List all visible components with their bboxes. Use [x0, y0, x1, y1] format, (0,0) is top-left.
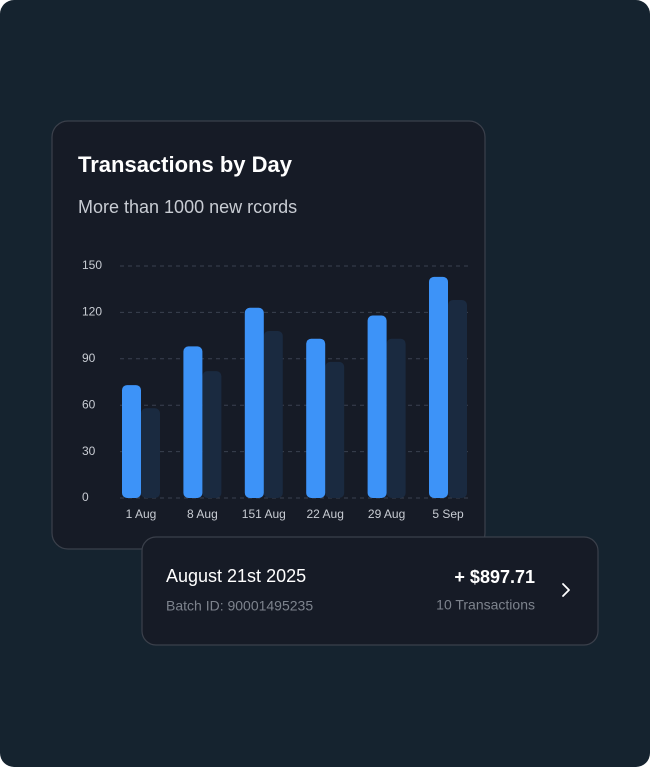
- y-tick-label: 60: [82, 397, 96, 411]
- x-tick-label: 29 Aug: [368, 507, 405, 521]
- bar: [325, 361, 345, 498]
- y-tick-label: 30: [82, 444, 96, 458]
- bar: [386, 338, 406, 498]
- bar: [202, 371, 222, 498]
- bar: [448, 300, 467, 498]
- plot: 0 30 60 90 120 150 1 Aug 8 Aug 151 Aug 22 Aug 29 A…: [82, 258, 468, 521]
- amount: + $897.71: [454, 567, 535, 587]
- x-tick-label: 5 Sep: [432, 507, 464, 521]
- bar: [367, 315, 387, 498]
- bar: [306, 338, 326, 498]
- bar: [183, 346, 203, 498]
- y-tick-label: 150: [82, 258, 102, 272]
- x-tick-label: 151 Aug: [242, 507, 286, 521]
- x-tick-label: 1 Aug: [126, 507, 157, 521]
- batch-date: August 21st 2025: [166, 566, 306, 586]
- bar: [244, 307, 264, 498]
- y-tick-label: 90: [82, 351, 96, 365]
- chevron-icon[interactable]: [562, 583, 570, 597]
- transaction-count: 10 Transactions: [436, 597, 535, 613]
- bar: [122, 385, 141, 498]
- y-tick-label: 0: [82, 490, 89, 504]
- bar: [141, 408, 160, 498]
- chart-title: Transactions by Day: [78, 152, 293, 177]
- batch-id: Batch ID: 90001495235: [166, 598, 313, 614]
- bar: [263, 330, 283, 498]
- transaction-card[interactable]: [141, 536, 599, 646]
- chart-subtitle: More than 1000 new rcords: [78, 197, 297, 217]
- x-tick-label: 22 Aug: [307, 507, 344, 521]
- bar: [429, 276, 448, 498]
- y-tick-label: 120: [82, 305, 102, 319]
- x-tick-label: 8 Aug: [187, 507, 218, 521]
